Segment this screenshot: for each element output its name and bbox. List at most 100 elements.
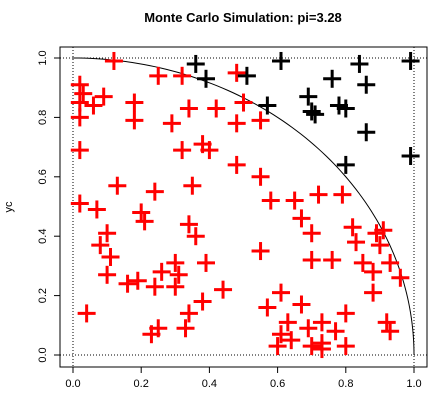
- y-tick-label: 1.0: [37, 50, 49, 65]
- inside-point: [169, 265, 188, 284]
- inside-point: [152, 262, 171, 281]
- outside-point: [302, 102, 321, 121]
- outside-point: [357, 123, 376, 142]
- inside-point: [166, 277, 185, 296]
- chart-title: Monte Carlo Simulation: pi=3.28: [144, 10, 342, 25]
- inside-point: [391, 268, 410, 287]
- outside-point: [323, 69, 342, 88]
- y-axis: 0.0 0.2 0.4 0.6 0.8 1.0: [37, 50, 61, 363]
- outside-point: [336, 99, 355, 118]
- inside-point: [118, 274, 137, 293]
- inside-point: [74, 84, 93, 103]
- inside-point: [91, 236, 110, 255]
- y-tick-label: 0.4: [37, 229, 49, 244]
- y-tick-label: 0.8: [37, 110, 49, 125]
- reference-lines: [60, 47, 427, 367]
- inside-point: [323, 250, 342, 269]
- y-axis-label: yc: [3, 201, 15, 213]
- inside-point: [77, 304, 96, 323]
- inside-point: [227, 114, 246, 133]
- x-tick-label: 0.0: [65, 378, 80, 390]
- inside-point: [145, 182, 164, 201]
- inside-point: [132, 203, 151, 222]
- inside-point: [285, 191, 304, 210]
- inside-point: [302, 224, 321, 243]
- inside-point: [70, 108, 89, 127]
- x-tick-label: 0.4: [202, 378, 217, 390]
- outside-point: [237, 66, 256, 85]
- inside-point: [128, 271, 147, 290]
- inside-point: [149, 66, 168, 85]
- inside-point: [214, 280, 233, 299]
- inside-point: [268, 337, 287, 356]
- x-tick-label: 0.8: [338, 378, 353, 390]
- inside-point: [377, 313, 396, 332]
- inside-point: [173, 141, 192, 160]
- inside-point: [179, 304, 198, 323]
- inside-point: [282, 331, 301, 350]
- inside-point: [98, 265, 117, 284]
- inside-point: [234, 93, 253, 112]
- x-tick-label: 1.0: [406, 378, 421, 390]
- outside-point: [357, 75, 376, 94]
- inside-point: [309, 185, 328, 204]
- y-tick-label: 0.2: [37, 288, 49, 303]
- outside-point: [350, 54, 369, 73]
- inside-point: [251, 242, 270, 261]
- outside-point: [299, 87, 318, 106]
- inside-point: [193, 292, 212, 311]
- inside-point: [302, 337, 321, 356]
- inside-point: [261, 191, 280, 210]
- inside-point: [312, 313, 331, 332]
- inside-point: [272, 325, 291, 344]
- y-tick-label: 0.0: [37, 347, 49, 362]
- inside-point: [370, 236, 389, 255]
- inside-point: [145, 277, 164, 296]
- inside-point: [176, 319, 195, 338]
- inside-point: [251, 167, 270, 186]
- inside-point: [251, 111, 270, 130]
- outside-point: [401, 51, 420, 70]
- inside-point: [278, 313, 297, 332]
- inside-point: [272, 283, 291, 302]
- outside-point: [258, 96, 277, 115]
- inside-point: [135, 212, 154, 231]
- inside-point: [183, 176, 202, 195]
- inside-point: [326, 322, 345, 341]
- inside-point: [186, 227, 205, 246]
- inside-point: [292, 295, 311, 314]
- inside-point: [333, 185, 352, 204]
- inside-point: [125, 93, 144, 112]
- inside-point: [196, 253, 215, 272]
- outside-point: [196, 69, 215, 88]
- inside-point: [336, 337, 355, 356]
- inside-point: [162, 114, 181, 133]
- x-tick-label: 0.2: [134, 378, 149, 390]
- inside-point: [374, 221, 393, 240]
- inside-point: [87, 200, 106, 219]
- inside-point: [312, 340, 331, 359]
- inside-point: [299, 319, 318, 338]
- inside-point: [227, 63, 246, 82]
- inside-point: [336, 304, 355, 323]
- inside-point: [101, 247, 120, 266]
- inside-point: [84, 96, 103, 115]
- inside-point: [227, 155, 246, 174]
- inside-point: [207, 99, 226, 118]
- y-tick-label: 0.6: [37, 169, 49, 184]
- inside-point: [173, 66, 192, 85]
- data-points: [70, 51, 420, 359]
- inside-point: [343, 218, 362, 237]
- inside-point: [70, 141, 89, 160]
- x-axis: 0.0 0.2 0.4 0.6 0.8 1.0: [65, 366, 422, 390]
- inside-point: [70, 75, 89, 94]
- inside-point: [292, 209, 311, 228]
- outside-point: [401, 147, 420, 166]
- inside-point: [179, 215, 198, 234]
- inside-point: [302, 250, 321, 269]
- inside-point: [353, 253, 372, 272]
- inside-point: [258, 298, 277, 317]
- inside-point: [179, 99, 198, 118]
- inside-point: [98, 224, 117, 243]
- outside-point: [186, 54, 205, 73]
